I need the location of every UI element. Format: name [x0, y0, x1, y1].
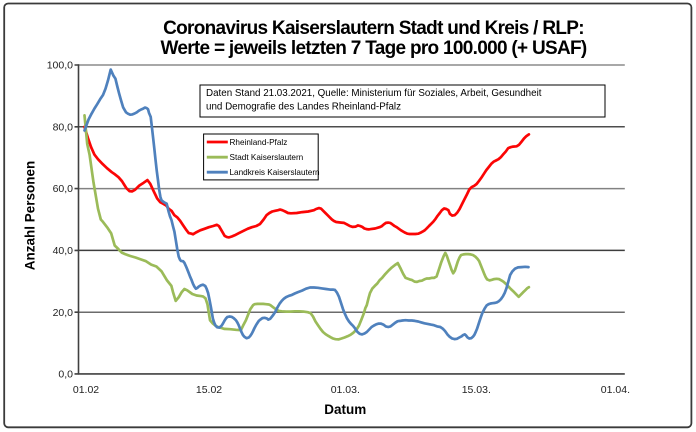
svg-text:Werte = jeweils letzten 7 Tage: Werte = jeweils letzten 7 Tage pro 100.0…: [160, 38, 586, 59]
svg-text:60,0: 60,0: [53, 183, 74, 195]
svg-text:Coronavirus Kaiserslautern Sta: Coronavirus Kaiserslautern Stadt und Kre…: [163, 18, 584, 39]
svg-text:Datum: Datum: [324, 402, 366, 417]
svg-text:40,0: 40,0: [53, 245, 74, 257]
svg-text:100,0: 100,0: [47, 60, 73, 72]
svg-text:80,0: 80,0: [53, 121, 74, 133]
svg-text:Rheinland-Pfalz: Rheinland-Pfalz: [230, 138, 288, 147]
svg-text:Daten Stand 21.03.2021, Quelle: Daten Stand 21.03.2021, Quelle: Minister…: [206, 88, 542, 99]
svg-text:01.04.: 01.04.: [601, 384, 630, 396]
svg-text:Anzahl Personen: Anzahl Personen: [23, 161, 38, 271]
svg-text:und Demografie des Landes Rhei: und Demografie des Landes Rheinland-Pfal…: [206, 101, 401, 112]
svg-text:15.03.: 15.03.: [462, 384, 491, 396]
svg-text:01.02: 01.02: [73, 384, 99, 396]
svg-text:15.02: 15.02: [196, 384, 222, 396]
svg-text:20,0: 20,0: [53, 307, 74, 319]
svg-text:Stadt Kaiserslautern: Stadt Kaiserslautern: [230, 153, 304, 162]
svg-text:0,0: 0,0: [58, 369, 73, 381]
svg-text:Landkreis Kaiserslautern: Landkreis Kaiserslautern: [230, 168, 321, 177]
svg-text:01.03.: 01.03.: [331, 384, 360, 396]
